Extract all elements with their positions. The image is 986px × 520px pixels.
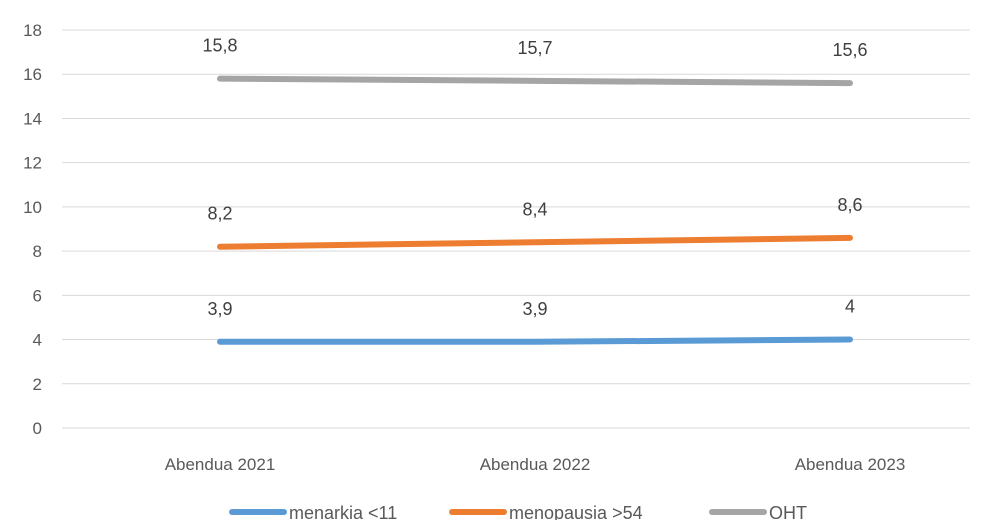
x-axis-ticks: Abendua 2021 Abendua 2022 Abendua 2023 (165, 455, 906, 474)
legend: menarkia <11 menopausia >54 OHT (229, 503, 807, 520)
data-label: 8,4 (522, 199, 547, 219)
x-tick-label: Abendua 2021 (165, 455, 276, 474)
data-label: 4 (845, 297, 855, 317)
series-line (217, 75, 853, 87)
y-tick-label: 10 (23, 198, 42, 217)
data-label: 15,7 (517, 38, 552, 58)
y-tick-label: 8 (33, 242, 42, 261)
y-tick-label: 18 (23, 21, 42, 40)
gridlines (62, 29, 970, 429)
data-label: 15,6 (832, 40, 867, 60)
data-label: 3,9 (207, 299, 232, 319)
y-tick-label: 12 (23, 154, 42, 173)
legend-item: OHT (709, 503, 807, 520)
legend-label: menopausia >54 (509, 503, 643, 520)
x-tick-label: Abendua 2022 (480, 455, 591, 474)
legend-label: OHT (769, 503, 807, 520)
y-tick-label: 2 (33, 375, 42, 394)
y-tick-label: 14 (23, 109, 42, 128)
data-label: 3,9 (522, 299, 547, 319)
series-line (217, 336, 853, 345)
legend-label: menarkia <11 (289, 503, 397, 520)
legend-item: menarkia <11 (229, 503, 397, 520)
series-line (217, 234, 853, 250)
y-tick-label: 0 (33, 419, 42, 438)
series-lines (217, 75, 853, 345)
legend-item: menopausia >54 (449, 503, 643, 520)
y-tick-label: 4 (33, 331, 42, 350)
data-label: 8,2 (207, 204, 232, 224)
y-axis-ticks: 0 2 4 6 8 10 12 14 16 18 (23, 21, 42, 438)
y-tick-label: 6 (33, 286, 42, 305)
y-tick-label: 16 (23, 65, 42, 84)
data-label: 8,6 (837, 195, 862, 215)
x-tick-label: Abendua 2023 (795, 455, 906, 474)
data-labels: 3,9 3,9 4 8,2 8,4 8,6 15,8 15,7 15,6 (202, 36, 867, 319)
data-label: 15,8 (202, 36, 237, 56)
